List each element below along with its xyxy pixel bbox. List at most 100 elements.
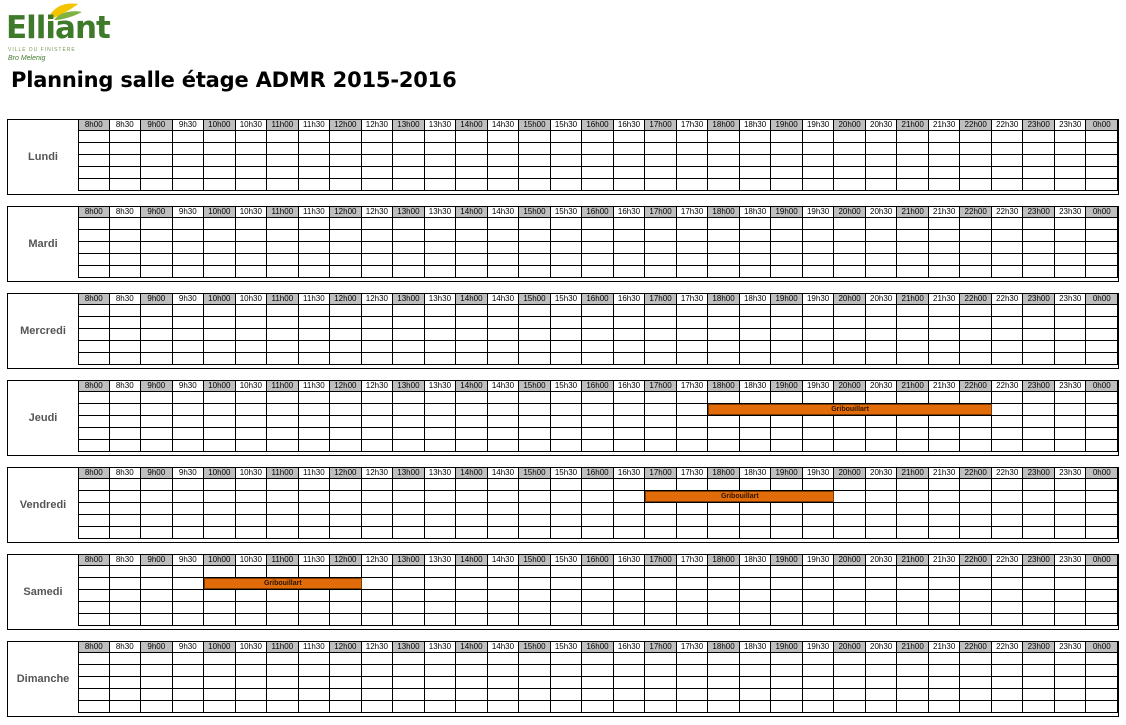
schedule-cell[interactable] [1086, 578, 1118, 590]
schedule-cell[interactable] [834, 230, 866, 242]
schedule-cell[interactable] [487, 428, 520, 440]
schedule-cell[interactable] [960, 416, 992, 428]
schedule-cell[interactable] [676, 167, 709, 179]
schedule-cell[interactable] [330, 665, 362, 677]
schedule-cell[interactable] [991, 614, 1024, 626]
schedule-cell[interactable] [519, 515, 551, 527]
schedule-cell[interactable] [78, 254, 110, 266]
schedule-cell[interactable] [235, 242, 268, 254]
schedule-cell[interactable] [235, 566, 268, 578]
schedule-cell[interactable] [802, 701, 835, 713]
schedule-cell[interactable] [361, 491, 394, 503]
schedule-cell[interactable] [393, 317, 425, 329]
schedule-cell[interactable] [865, 590, 898, 602]
schedule-cell[interactable] [141, 131, 173, 143]
schedule-cell[interactable] [78, 428, 110, 440]
schedule-cell[interactable] [267, 665, 299, 677]
schedule-cell[interactable] [330, 677, 362, 689]
schedule-cell[interactable] [897, 614, 929, 626]
schedule-cell[interactable] [78, 527, 110, 539]
schedule-cell[interactable] [1023, 479, 1055, 491]
schedule-cell[interactable] [739, 515, 772, 527]
schedule-cell[interactable] [865, 416, 898, 428]
schedule-cell[interactable] [771, 566, 803, 578]
schedule-cell[interactable] [708, 341, 740, 353]
schedule-cell[interactable] [897, 392, 929, 404]
schedule-cell[interactable] [834, 341, 866, 353]
schedule-cell[interactable] [1086, 515, 1118, 527]
schedule-cell[interactable] [487, 218, 520, 230]
schedule-cell[interactable] [897, 428, 929, 440]
schedule-cell[interactable] [487, 329, 520, 341]
schedule-cell[interactable] [487, 677, 520, 689]
schedule-cell[interactable] [204, 305, 236, 317]
schedule-cell[interactable] [834, 218, 866, 230]
schedule-cell[interactable] [897, 491, 929, 503]
schedule-cell[interactable] [456, 230, 488, 242]
schedule-cell[interactable] [141, 242, 173, 254]
schedule-cell[interactable] [78, 179, 110, 191]
schedule-cell[interactable] [676, 428, 709, 440]
schedule-cell[interactable] [865, 491, 898, 503]
schedule-cell[interactable] [487, 590, 520, 602]
schedule-cell[interactable] [235, 179, 268, 191]
schedule-cell[interactable] [897, 479, 929, 491]
schedule-cell[interactable] [1054, 329, 1087, 341]
schedule-cell[interactable] [739, 218, 772, 230]
schedule-cell[interactable] [739, 179, 772, 191]
schedule-cell[interactable] [771, 155, 803, 167]
schedule-cell[interactable] [456, 503, 488, 515]
schedule-cell[interactable] [172, 167, 205, 179]
schedule-cell[interactable] [141, 167, 173, 179]
schedule-cell[interactable] [582, 614, 614, 626]
schedule-cell[interactable] [897, 242, 929, 254]
schedule-cell[interactable] [204, 590, 236, 602]
schedule-cell[interactable] [1023, 131, 1055, 143]
schedule-cell[interactable] [928, 131, 961, 143]
schedule-cell[interactable] [519, 566, 551, 578]
schedule-cell[interactable] [487, 665, 520, 677]
schedule-cell[interactable] [834, 653, 866, 665]
schedule-cell[interactable] [487, 578, 520, 590]
schedule-cell[interactable] [109, 515, 142, 527]
schedule-cell[interactable] [582, 416, 614, 428]
schedule-cell[interactable] [645, 503, 677, 515]
schedule-cell[interactable] [1054, 653, 1087, 665]
schedule-cell[interactable] [1054, 515, 1087, 527]
schedule-cell[interactable] [519, 527, 551, 539]
schedule-cell[interactable] [613, 590, 646, 602]
schedule-cell[interactable] [519, 677, 551, 689]
schedule-cell[interactable] [582, 218, 614, 230]
schedule-cell[interactable] [1054, 131, 1087, 143]
schedule-cell[interactable] [1086, 677, 1118, 689]
schedule-cell[interactable] [204, 440, 236, 452]
schedule-cell[interactable] [361, 614, 394, 626]
schedule-cell[interactable] [802, 179, 835, 191]
schedule-cell[interactable] [991, 317, 1024, 329]
schedule-cell[interactable] [204, 428, 236, 440]
schedule-cell[interactable] [550, 566, 583, 578]
schedule-cell[interactable] [519, 614, 551, 626]
schedule-cell[interactable] [645, 179, 677, 191]
schedule-cell[interactable] [582, 305, 614, 317]
schedule-cell[interactable] [582, 143, 614, 155]
schedule-cell[interactable] [739, 689, 772, 701]
schedule-cell[interactable] [928, 491, 961, 503]
schedule-cell[interactable] [172, 677, 205, 689]
schedule-cell[interactable] [172, 689, 205, 701]
schedule-cell[interactable] [361, 155, 394, 167]
schedule-cell[interactable] [456, 614, 488, 626]
schedule-cell[interactable] [582, 317, 614, 329]
schedule-cell[interactable] [519, 179, 551, 191]
schedule-cell[interactable] [613, 665, 646, 677]
schedule-cell[interactable] [928, 689, 961, 701]
schedule-cell[interactable] [613, 440, 646, 452]
schedule-cell[interactable] [141, 503, 173, 515]
schedule-cell[interactable] [267, 527, 299, 539]
schedule-cell[interactable] [235, 677, 268, 689]
schedule-cell[interactable] [960, 491, 992, 503]
schedule-cell[interactable] [582, 503, 614, 515]
schedule-cell[interactable] [582, 392, 614, 404]
schedule-cell[interactable] [771, 242, 803, 254]
schedule-cell[interactable] [487, 143, 520, 155]
